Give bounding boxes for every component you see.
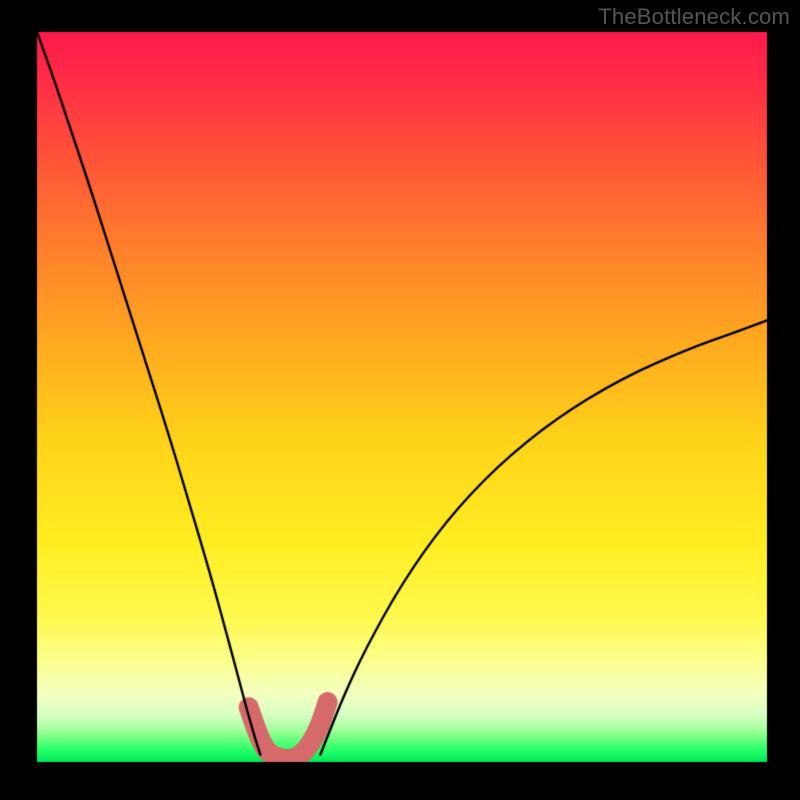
watermark-text: TheBottleneck.com (598, 4, 790, 30)
chart-container: { "meta": { "watermark_text": "TheBottle… (0, 0, 800, 800)
bottleneck-chart-canvas (0, 0, 800, 800)
